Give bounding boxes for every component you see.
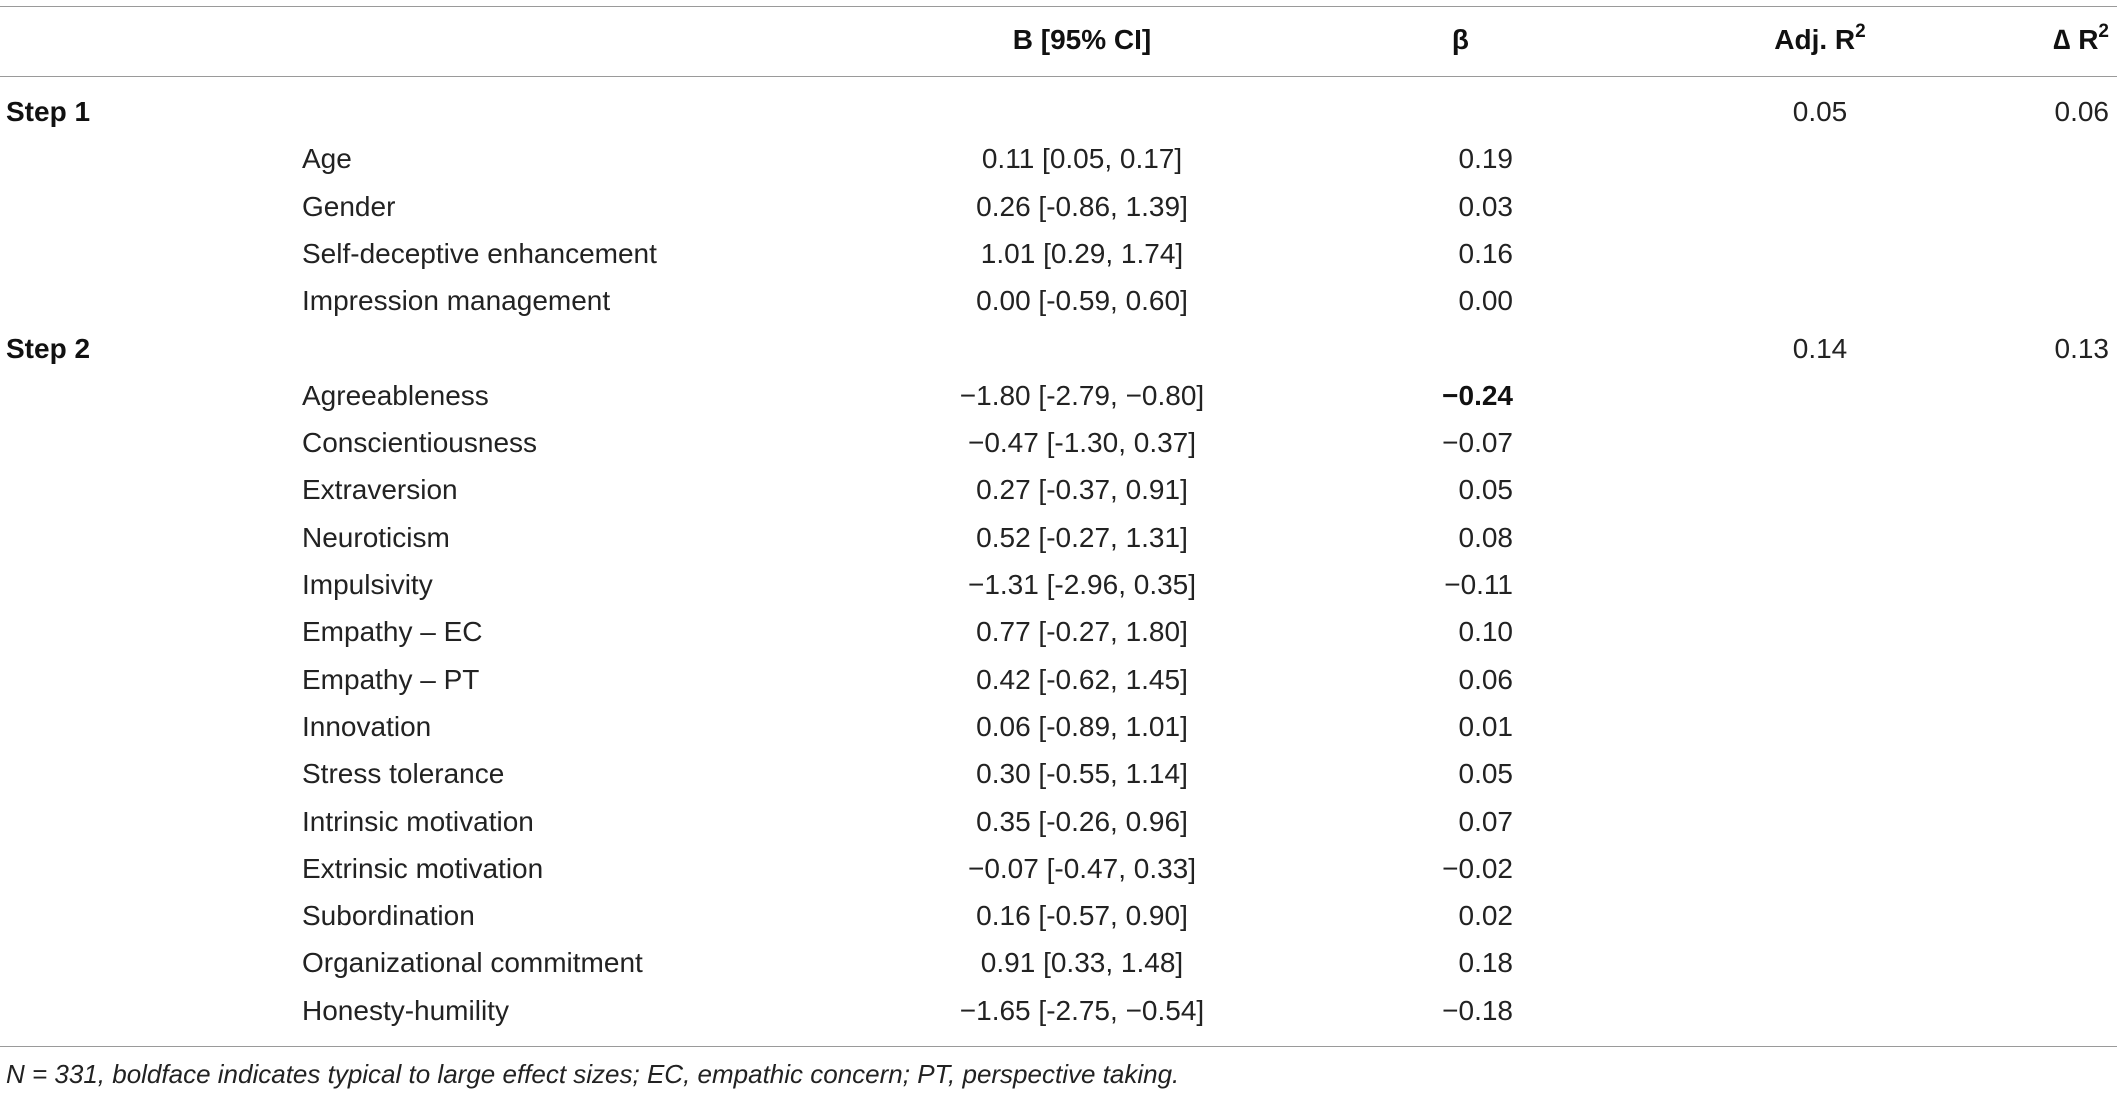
b-ci-value: 0.11 [0.05, 0.17]: [981, 143, 1183, 174]
b-ci-value: 0.35 [-0.26, 0.96]: [976, 806, 1188, 837]
b-ci-value: −0.47 [-1.30, 0.37]: [967, 427, 1197, 458]
beta-value: 0.18: [1458, 947, 1514, 978]
b-ci-value: 0.00 [-0.59, 0.60]: [976, 285, 1188, 316]
variable-name: Stress tolerance: [302, 758, 505, 789]
variable-name: Self-deceptive enhancement: [302, 238, 657, 269]
beta-value: 0.06: [1458, 664, 1514, 695]
table-header-rule: [0, 76, 2117, 77]
beta-value: 0.10: [1458, 616, 1514, 647]
b-ci-value: −1.65 [-2.75, −0.54]: [959, 995, 1205, 1026]
variable-name: Age: [302, 143, 352, 174]
beta-value: −0.02: [1442, 853, 1513, 884]
table-footnote: N = 331, boldface indicates typical to l…: [6, 1059, 1180, 1089]
variable-name: Impression management: [302, 285, 611, 316]
b-ci-value: −1.31 [-2.96, 0.35]: [967, 569, 1197, 600]
b-ci-value: 0.26 [-0.86, 1.39]: [976, 191, 1188, 222]
variable-name: Empathy – EC: [302, 616, 483, 647]
variable-name: Extraversion: [302, 474, 458, 505]
b-ci-value: −0.07 [-0.47, 0.33]: [967, 853, 1197, 884]
variable-name: Agreeableness: [302, 380, 489, 411]
b-ci-value: 0.91 [0.33, 1.48]: [980, 947, 1184, 978]
b-ci-value: 0.77 [-0.27, 1.80]: [976, 616, 1188, 647]
b-ci-value: 0.06 [-0.89, 1.01]: [976, 711, 1188, 742]
beta-value: 0.05: [1458, 758, 1514, 789]
variable-name: Subordination: [302, 900, 475, 931]
b-ci-value: 0.42 [-0.62, 1.45]: [976, 664, 1188, 695]
header-adj-r2-text: Adj. R: [1774, 24, 1856, 55]
header-beta: β: [1451, 24, 1469, 55]
beta-value: 0.05: [1458, 474, 1514, 505]
beta-value: 0.00: [1458, 285, 1514, 316]
step-label: Step 1: [6, 96, 91, 127]
header-delta-r2-sup: 2: [2098, 20, 2109, 42]
header-adj-r2-sup: 2: [1855, 20, 1866, 42]
header-delta-r2: ∆ R2: [2053, 20, 2109, 57]
beta-value: 0.03: [1458, 191, 1514, 222]
b-ci-value: 0.16 [-0.57, 0.90]: [976, 900, 1188, 931]
b-ci-value: 0.52 [-0.27, 1.31]: [976, 522, 1188, 553]
table-top-rule: [0, 6, 2117, 7]
beta-value: 0.02: [1458, 900, 1514, 931]
step-delta-r2: 0.13: [2054, 333, 2110, 364]
variable-name: Impulsivity: [302, 569, 433, 600]
beta-value: −0.24: [1442, 380, 1513, 411]
variable-name: Organizational commitment: [302, 947, 643, 978]
variable-name: Gender: [302, 191, 396, 222]
beta-value: 0.16: [1458, 238, 1514, 269]
variable-name: Conscientiousness: [302, 427, 538, 458]
header-delta-r2-text: ∆ R: [2053, 24, 2099, 55]
header-adj-r2: Adj. R2: [1700, 20, 1940, 57]
b-ci-value: 0.30 [-0.55, 1.14]: [976, 758, 1188, 789]
variable-name: Intrinsic motivation: [302, 806, 534, 837]
b-ci-value: 1.01 [0.29, 1.74]: [980, 238, 1184, 269]
step-label: Step 2: [6, 333, 91, 364]
variable-name: Extrinsic motivation: [302, 853, 544, 884]
variable-name: Empathy – PT: [302, 664, 480, 695]
b-ci-value: −1.80 [-2.79, −0.80]: [959, 380, 1205, 411]
beta-value: 0.08: [1458, 522, 1514, 553]
beta-value: −0.11: [1444, 569, 1513, 600]
beta-value: −0.18: [1442, 995, 1513, 1026]
variable-name: Innovation: [302, 711, 432, 742]
beta-value: 0.07: [1458, 806, 1514, 837]
beta-value: −0.07: [1442, 427, 1513, 458]
b-ci-value: 0.27 [-0.37, 0.91]: [976, 474, 1188, 505]
step-adj-r2: 0.14: [1792, 333, 1848, 364]
beta-value: 0.19: [1458, 143, 1514, 174]
step-delta-r2: 0.06: [2054, 96, 2110, 127]
variable-name: Neuroticism: [302, 522, 450, 553]
beta-value: 0.01: [1458, 711, 1514, 742]
table-bottom-rule: [0, 1046, 2117, 1047]
header-b-ci: B [95% CI]: [1012, 24, 1152, 55]
variable-name: Honesty-humility: [302, 995, 509, 1026]
step-adj-r2: 0.05: [1792, 96, 1848, 127]
